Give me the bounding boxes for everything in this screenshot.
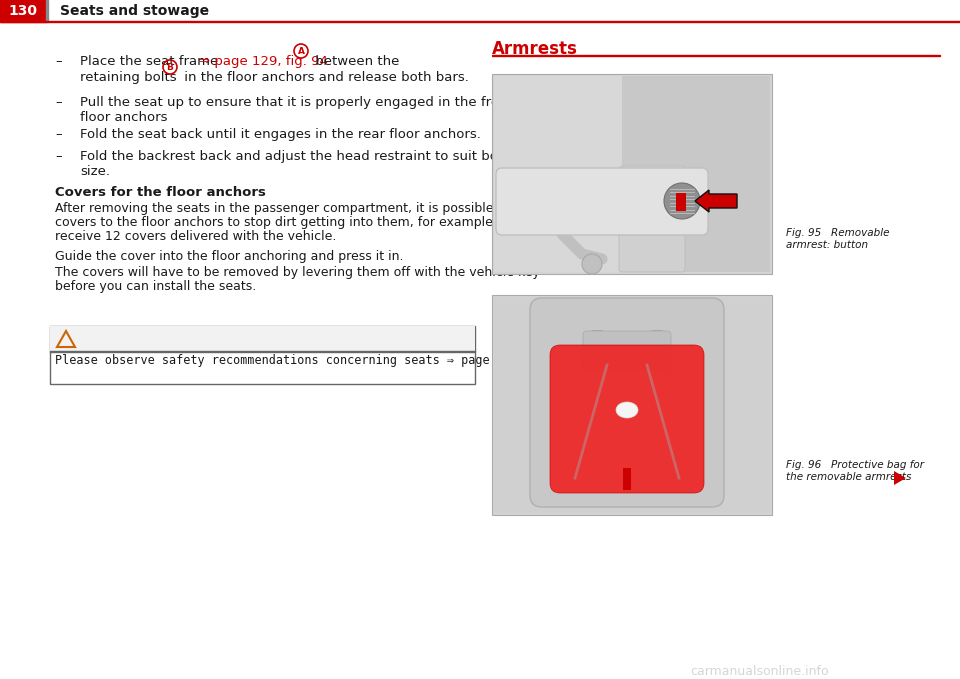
Text: Fig. 95   Removable: Fig. 95 Removable — [786, 228, 890, 238]
Text: floor anchors: floor anchors — [80, 111, 167, 124]
Text: before you can install the seats.: before you can install the seats. — [55, 280, 256, 293]
Bar — [623, 468, 631, 490]
Polygon shape — [894, 471, 906, 485]
Bar — [494, 297, 770, 513]
Text: ⇒ page 129, fig. 94: ⇒ page 129, fig. 94 — [199, 55, 328, 68]
Bar — [50, 326, 475, 352]
Text: After removing the seats in the passenger compartment, it is possible to fix: After removing the seats in the passenge… — [55, 202, 529, 215]
FancyBboxPatch shape — [583, 331, 671, 369]
Text: Armrests: Armrests — [492, 40, 578, 58]
Text: covers to the floor anchors to stop dirt getting into them, for example. You wil: covers to the floor anchors to stop dirt… — [55, 216, 547, 229]
FancyBboxPatch shape — [530, 298, 724, 507]
Bar — [676, 193, 686, 211]
Text: –: – — [55, 96, 61, 109]
Text: –: – — [55, 128, 61, 141]
Bar — [46, 0, 48, 22]
Bar — [50, 326, 475, 384]
Text: WARNING: WARNING — [82, 332, 157, 346]
FancyBboxPatch shape — [619, 166, 685, 272]
Bar — [592, 330, 602, 360]
Text: receive 12 covers delivered with the vehicle.: receive 12 covers delivered with the veh… — [55, 230, 336, 243]
FancyBboxPatch shape — [550, 345, 704, 493]
Text: –: – — [55, 150, 61, 163]
Text: Seats and stowage: Seats and stowage — [60, 4, 209, 18]
Text: B: B — [167, 62, 174, 71]
Text: 130: 130 — [9, 4, 37, 18]
Text: A: A — [298, 46, 304, 56]
Text: Fold the seat back until it engages in the rear floor anchors.: Fold the seat back until it engages in t… — [80, 128, 481, 141]
Circle shape — [664, 183, 700, 219]
Text: Fold the backrest back and adjust the head restraint to suit body: Fold the backrest back and adjust the he… — [80, 150, 515, 163]
Text: carmanualsonline.info: carmanualsonline.info — [690, 665, 829, 678]
Circle shape — [582, 254, 602, 274]
Text: size.: size. — [80, 165, 110, 178]
Text: in the floor anchors and release both bars.: in the floor anchors and release both ba… — [180, 71, 468, 84]
Bar — [652, 330, 662, 360]
Text: Covers for the floor anchors: Covers for the floor anchors — [55, 186, 266, 199]
Text: Pull the seat up to ensure that it is properly engaged in the front: Pull the seat up to ensure that it is pr… — [80, 96, 513, 109]
Text: the removable armrests: the removable armrests — [786, 472, 911, 482]
Text: The covers will have to be removed by levering them off with the vehicle key: The covers will have to be removed by le… — [55, 266, 540, 279]
Text: retaining bolts: retaining bolts — [80, 71, 180, 84]
Text: Guide the cover into the floor anchoring and press it in.: Guide the cover into the floor anchoring… — [55, 250, 403, 263]
Text: between the: between the — [311, 55, 399, 68]
Bar — [492, 55, 940, 56]
Bar — [0, 0, 46, 22]
Bar — [50, 351, 475, 352]
FancyBboxPatch shape — [496, 168, 708, 235]
Bar — [494, 76, 770, 272]
FancyArrow shape — [695, 190, 737, 212]
Text: Please observe safety recommendations concerning seats ⇒ page 131.■: Please observe safety recommendations co… — [55, 354, 533, 367]
Text: Place the seat frame: Place the seat frame — [80, 55, 223, 68]
Bar — [492, 295, 772, 515]
Text: armrest: button: armrest: button — [786, 240, 868, 250]
Ellipse shape — [616, 402, 638, 418]
Text: !: ! — [63, 335, 68, 345]
Bar — [0, 20, 960, 22]
Text: Fig. 96   Protective bag for: Fig. 96 Protective bag for — [786, 460, 924, 470]
Text: –: – — [55, 55, 61, 68]
Bar — [492, 74, 772, 274]
Bar — [622, 76, 770, 272]
